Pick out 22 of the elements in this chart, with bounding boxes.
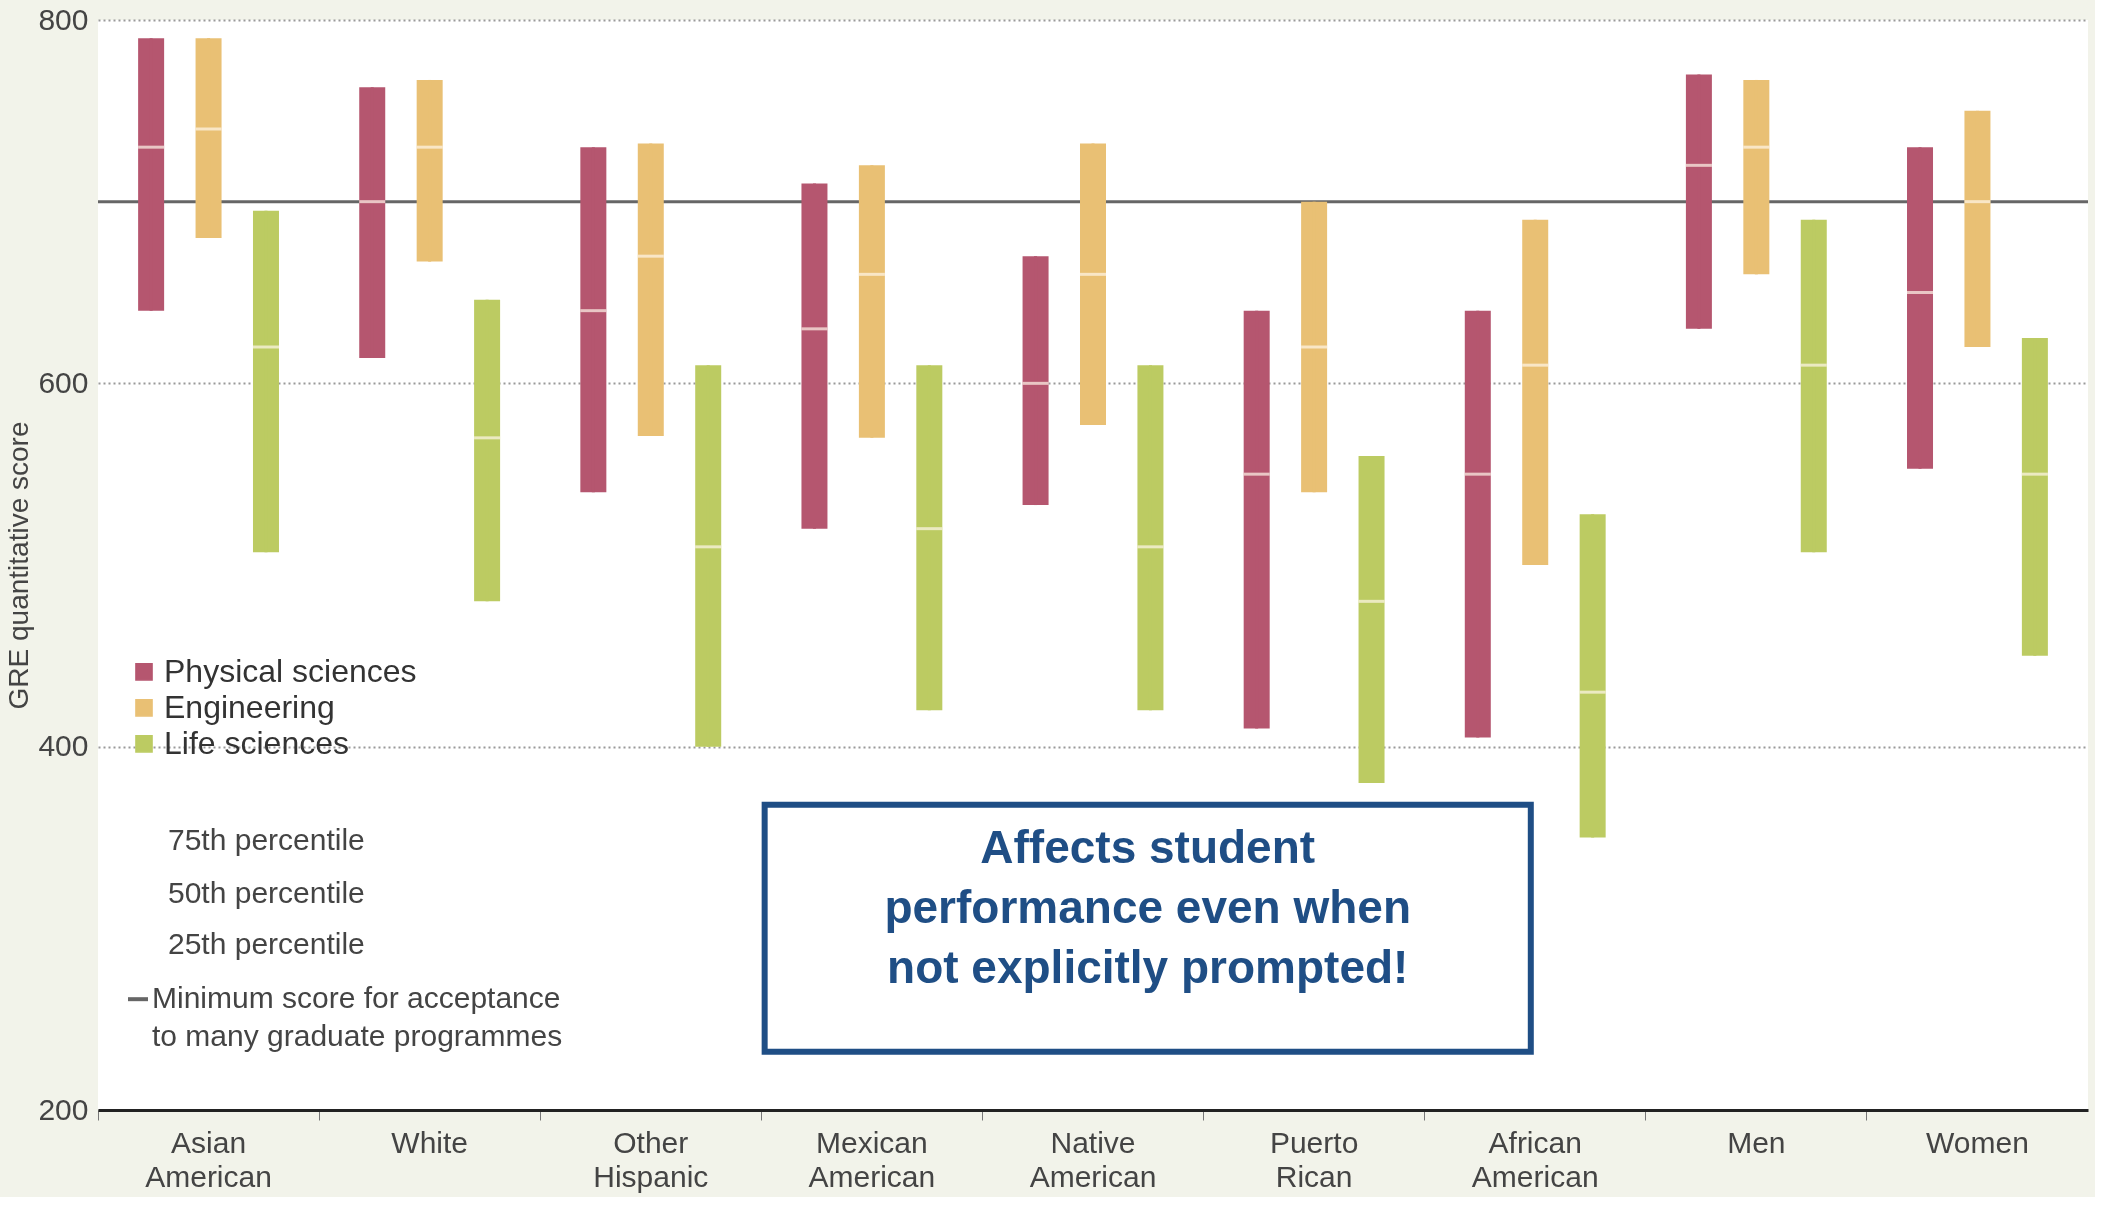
legend-label: Physical sciences [164, 652, 417, 689]
y-tick-label: 600 [38, 365, 89, 399]
x-tick-label: Puerto Rican [1269, 1125, 1359, 1193]
x-tick-label: Women [1926, 1125, 2029, 1159]
x-tick-label: Mexican American [808, 1125, 936, 1193]
y-tick-label: 400 [38, 729, 89, 763]
y-tick-label: 200 [38, 1092, 89, 1126]
annotation: 25th percentile [168, 926, 365, 960]
y-axis-title: GRE quantitative score [3, 421, 35, 710]
x-tick-label: Asian American [145, 1125, 272, 1193]
x-tick-label: White [391, 1125, 469, 1159]
annotation: 50th percentile [168, 875, 365, 909]
legend-label: Minimum score for acceptance to many graduate programmes [152, 981, 563, 1053]
legend-label: Life sciences [164, 724, 349, 761]
legend-label: Engineering [164, 688, 335, 725]
annotation: Affects student performance even when not explicitly prompted! [884, 820, 1412, 993]
x-tick-label: Other Hispanic [593, 1125, 709, 1193]
x-tick-label: Native American [1029, 1125, 1157, 1193]
y-tick-label: 800 [38, 2, 89, 36]
x-tick-label: Men [1727, 1125, 1786, 1159]
x-tick-label: African American [1471, 1125, 1599, 1193]
annotation: 75th percentile [168, 823, 365, 857]
